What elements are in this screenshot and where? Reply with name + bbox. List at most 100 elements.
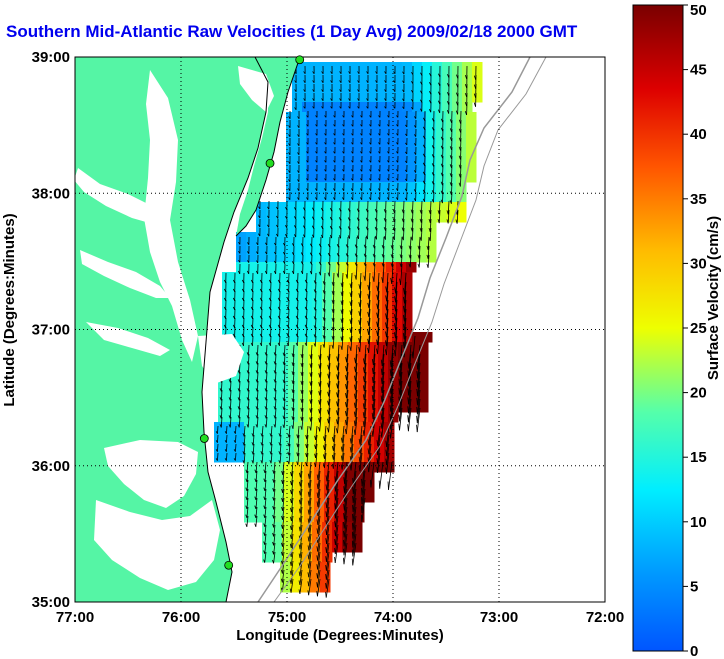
velocity-arrow-head [305, 453, 308, 458]
velocity-arrow [265, 371, 268, 383]
velocity-arrow-head [340, 327, 343, 332]
velocity-cell [326, 192, 337, 203]
velocity-arrow-head [256, 242, 259, 246]
velocity-arrow-head [344, 419, 347, 426]
velocity-arrow-head [228, 424, 231, 428]
velocity-cell [262, 552, 273, 563]
velocity-arrow [279, 425, 282, 437]
velocity-arrow-head [300, 380, 303, 385]
velocity-arrow-head [369, 479, 372, 488]
velocity-cell [244, 492, 255, 503]
velocity-arrow-head [277, 297, 280, 302]
velocity-arrow-head [473, 93, 477, 98]
velocity-arrow-head [264, 424, 267, 428]
velocity-arrow [404, 290, 407, 313]
velocity-cell [242, 282, 253, 293]
velocity-cell [356, 222, 367, 233]
velocity-arrow-head [298, 526, 301, 532]
velocity-arrow-head [273, 370, 276, 374]
velocity-cell [290, 562, 301, 573]
velocity-cell [342, 102, 353, 113]
velocity-cell [232, 312, 243, 323]
velocity-arrow [255, 488, 258, 500]
velocity-arrow-head [329, 207, 333, 212]
velocity-arrow-head [273, 415, 276, 419]
velocity-arrow-head [294, 80, 297, 84]
velocity-arrow-head [351, 188, 354, 191]
velocity-arrow-head [378, 169, 381, 172]
velocity-cell [222, 302, 233, 313]
velocity-cell [332, 102, 343, 113]
velocity-arrow [306, 434, 309, 449]
velocity-arrow-head [414, 143, 417, 146]
velocity-cell [302, 542, 313, 553]
velocity-arrow [407, 407, 412, 432]
velocity-arrow-head [246, 361, 249, 365]
velocity-arrow [368, 434, 372, 455]
velocity-cell [322, 282, 333, 293]
velocity-arrow-head [291, 380, 294, 384]
velocity-cell [292, 62, 303, 73]
velocity-arrow-head [347, 208, 351, 212]
velocity-cell [352, 82, 363, 93]
velocity-arrow [382, 263, 385, 283]
velocity-arrow-head [333, 188, 336, 191]
velocity-cell [408, 402, 419, 413]
velocity-cell [386, 192, 397, 203]
velocity-arrow-head [431, 172, 434, 176]
velocity-arrow-head [324, 160, 327, 163]
velocity-arrow-head [458, 146, 461, 151]
velocity-cell [224, 422, 235, 433]
velocity-cell [316, 132, 327, 143]
velocity-arrow [301, 380, 304, 394]
velocity-arrow [310, 371, 313, 386]
velocity-arrow-head [357, 71, 360, 75]
velocity-arrow-head [246, 406, 249, 410]
velocity-arrow-head [340, 300, 343, 305]
velocity-arrow-head [394, 323, 396, 330]
velocity-cell [366, 132, 377, 143]
velocity-cell [356, 122, 367, 133]
velocity-arrow-head [303, 71, 306, 75]
velocity-arrow [350, 299, 353, 315]
velocity-arrow-head [378, 160, 381, 163]
velocity-arrow-head [336, 253, 339, 257]
velocity-arrow-head [289, 534, 292, 540]
station-marker [265, 158, 275, 168]
velocity-arrow-head [282, 270, 286, 275]
velocity-arrow [265, 353, 268, 365]
velocity-cell [298, 372, 309, 383]
velocity-arrow [255, 497, 258, 509]
velocity-cell [432, 72, 443, 83]
velocity-arrow-head [316, 546, 319, 552]
velocity-arrow [274, 353, 277, 365]
velocity-arrow-head [296, 434, 299, 439]
velocity-arrow-head [429, 99, 432, 104]
velocity-arrow [408, 380, 412, 405]
velocity-arrow-head [322, 307, 325, 312]
velocity-cell [322, 302, 333, 313]
velocity-cell [214, 452, 225, 463]
velocity-arrow-head [286, 333, 289, 337]
velocity-cell [358, 362, 369, 373]
velocity-arrow-head [336, 410, 338, 416]
velocity-arrow [300, 461, 303, 478]
velocity-arrow-head [331, 463, 334, 469]
velocity-arrow [372, 362, 376, 383]
velocity-arrow-head [306, 133, 309, 136]
velocity-arrow [226, 425, 228, 434]
velocity-arrow-head [325, 529, 327, 535]
velocity-arrow-head [298, 499, 301, 505]
velocity-cell [352, 542, 363, 553]
velocity-arrow-head [353, 393, 356, 400]
velocity-arrow-head [422, 171, 425, 175]
velocity-cell [462, 102, 473, 113]
velocity-arrow [352, 506, 357, 530]
velocity-arrow-head [363, 262, 366, 267]
velocity-arrow [279, 452, 282, 464]
velocity-arrow-head [349, 310, 352, 315]
velocity-cell [406, 202, 417, 213]
velocity-cell [336, 182, 347, 193]
velocity-arrow-head [321, 89, 324, 93]
velocity-cell [422, 72, 433, 83]
